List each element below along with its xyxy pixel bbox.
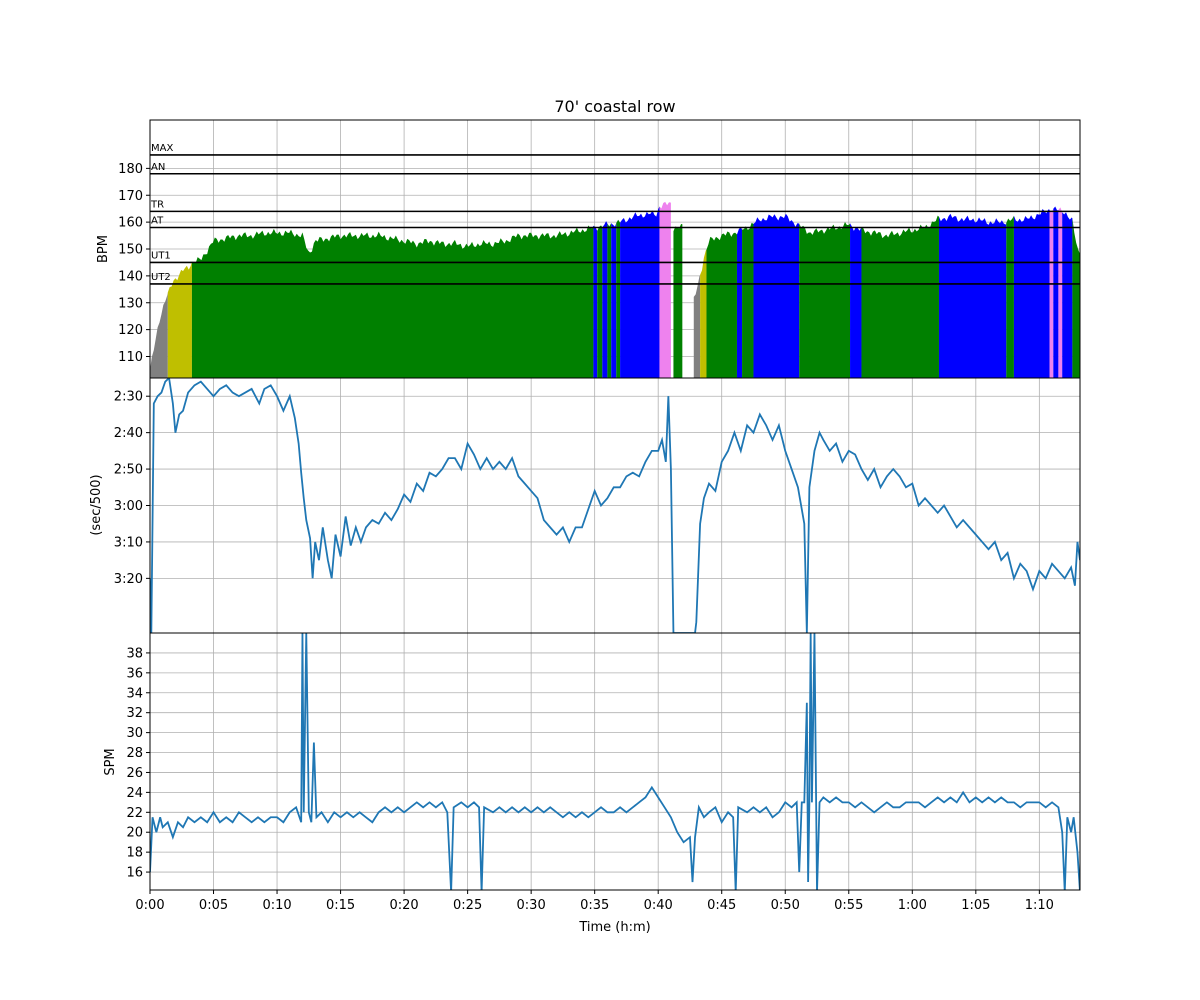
pace-y-label: (sec/500) <box>89 474 104 535</box>
x-tick-label: 0:20 <box>389 898 418 913</box>
hr-zone-area-violet <box>1058 207 1063 378</box>
hr-zone-area-blue <box>850 223 862 378</box>
hr-zone-area-blue <box>1013 208 1050 378</box>
zone-label-ut1: UT1 <box>151 250 171 261</box>
y-tick-label: 2:50 <box>114 463 143 478</box>
y-tick-label: 3:10 <box>114 535 143 550</box>
y-tick-label: 180 <box>118 162 143 177</box>
hr-zone-area-green <box>799 221 851 378</box>
spm-series-line <box>150 633 1080 890</box>
pace-panel: 2:30 2:40 2:50 3:00 3:10 3:20 (sec/500) <box>89 377 1081 634</box>
spm-line-layer <box>150 633 1080 890</box>
hr-zone-area-gray <box>693 274 701 378</box>
y-tick-label: 24 <box>126 786 143 801</box>
y-tick-label: 130 <box>118 296 143 311</box>
y-tick-label: 20 <box>126 826 143 841</box>
y-tick-label: 170 <box>118 189 143 204</box>
hr-zone-area-blue <box>736 227 743 378</box>
x-tick-label: 0:40 <box>644 898 673 913</box>
spm-y-label: SPM <box>103 748 118 775</box>
hr-zone-area-green <box>597 225 603 378</box>
y-tick-label: 3:20 <box>114 572 143 587</box>
zone-label-max: MAX <box>151 143 173 154</box>
zone-label-an: AN <box>151 162 165 173</box>
y-tick-label: 32 <box>126 706 143 721</box>
y-tick-label: 34 <box>126 686 143 701</box>
hr-zone-area-gray <box>150 292 168 378</box>
hr-zone-area-blue <box>753 213 800 378</box>
x-tick-label: 0:30 <box>517 898 546 913</box>
y-tick-label: 28 <box>126 746 143 761</box>
hr-zone-area-blue <box>620 206 660 378</box>
spm-axes-frame <box>149 632 1081 891</box>
hr-zone-area-green <box>673 224 683 378</box>
y-tick-label: 150 <box>118 243 143 258</box>
spm-gridlines <box>149 633 1080 890</box>
x-tick-label: 1:05 <box>961 898 990 913</box>
y-tick-label: 18 <box>126 846 143 861</box>
y-tick-label: 120 <box>118 323 143 338</box>
pace-gridlines <box>149 378 1080 633</box>
y-tick-label: 36 <box>126 666 143 681</box>
y-tick-label: 16 <box>126 866 143 881</box>
hr-zone-area-green <box>191 225 594 378</box>
x-tick-label: 0:00 <box>135 898 164 913</box>
x-axis-label: Time (h:m) <box>578 920 650 935</box>
hr-zone-area-yellow <box>167 261 192 378</box>
x-tick-label: 0:10 <box>262 898 291 913</box>
x-tick-label: 1:10 <box>1025 898 1054 913</box>
x-ticks: 0:00 0:05 0:10 0:15 0:20 0:25 0:30 0:35 0:40 0:45… <box>135 890 1054 913</box>
hr-zone-area-blue <box>593 225 598 378</box>
x-tick-label: 0:35 <box>580 898 609 913</box>
stroke-rate-panel: 16 18 20 22 24 26 28 30 32 34 36 38 SPM <box>103 632 1081 891</box>
hr-zone-area-green <box>742 222 754 378</box>
y-tick-label: 140 <box>118 269 143 284</box>
hr-zone-area-green <box>1072 218 1080 378</box>
x-tick-label: 0:25 <box>453 898 482 913</box>
hr-zone-area-violet <box>1049 208 1054 378</box>
hr-zone-area-green <box>607 223 612 378</box>
pace-y-ticks: 2:30 2:40 2:50 3:00 3:10 3:20 <box>114 390 150 587</box>
hr-zone-area-yellow <box>700 249 707 378</box>
hr-zone-area-blue <box>1053 206 1059 378</box>
x-tick-label: 0:15 <box>326 898 355 913</box>
hr-zone-area-green <box>616 219 621 378</box>
y-tick-label: 26 <box>126 766 143 781</box>
spm-y-ticks: 16 18 20 22 24 26 28 30 32 34 36 38 <box>126 646 150 881</box>
y-tick-label: 2:30 <box>114 390 143 405</box>
hr-zone-area-blue <box>1062 212 1073 378</box>
x-tick-label: 0:05 <box>199 898 228 913</box>
y-tick-label: 22 <box>126 806 143 821</box>
hr-zone-fill <box>150 201 1080 378</box>
zone-label-tr: TR <box>150 199 164 210</box>
hr-zone-area-violet <box>659 201 671 378</box>
hr-zone-area-blue <box>602 221 608 378</box>
zone-label-at: AT <box>151 216 164 227</box>
x-tick-label: 0:55 <box>834 898 863 913</box>
zone-label-ut2: UT2 <box>151 272 171 283</box>
hr-zone-lines: MAX AN TR AT UT1 UT2 <box>150 143 1080 285</box>
y-tick-label: 160 <box>118 216 143 231</box>
x-tick-label: 1:00 <box>898 898 927 913</box>
pace-series-line <box>150 378 1080 633</box>
y-tick-label: 38 <box>126 646 143 661</box>
y-tick-label: 110 <box>118 350 143 365</box>
y-tick-label: 2:40 <box>114 426 143 441</box>
x-tick-label: 0:50 <box>771 898 800 913</box>
pace-line-layer <box>150 378 1080 633</box>
hr-y-ticks: 110 120 130 140 150 160 170 180 <box>118 162 150 365</box>
hr-zone-area-blue <box>611 223 617 378</box>
y-tick-label: 30 <box>126 726 143 741</box>
hr-zone-area-blue <box>938 213 1007 378</box>
x-tick-label: 0:45 <box>707 898 736 913</box>
y-tick-label: 3:00 <box>114 499 143 514</box>
hr-zone-area-green <box>706 231 737 378</box>
hr-zone-area-green <box>1006 215 1014 378</box>
chart-title: 70' coastal row <box>554 97 675 116</box>
hr-zone-area-green <box>861 215 939 378</box>
hr-y-label: BPM <box>96 235 111 263</box>
heart-rate-panel: MAX AN TR AT UT1 UT2 110 120 130 140 150 160 170 180… <box>96 119 1081 379</box>
